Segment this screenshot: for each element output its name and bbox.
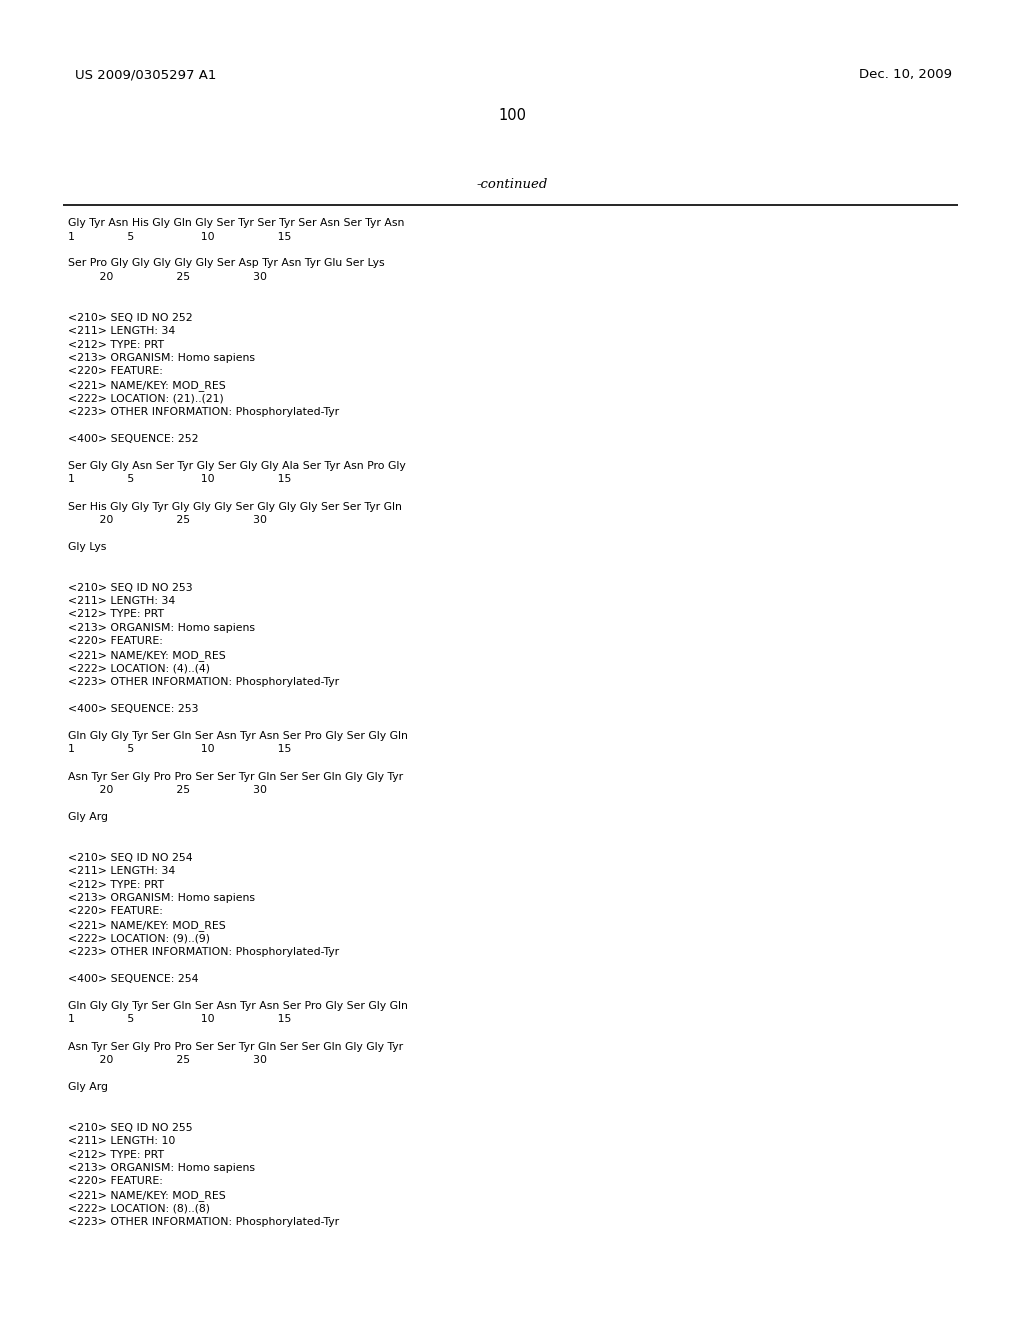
Text: <223> OTHER INFORMATION: Phosphorylated-Tyr: <223> OTHER INFORMATION: Phosphorylated-… [68, 407, 339, 417]
Text: <400> SEQUENCE: 253: <400> SEQUENCE: 253 [68, 704, 199, 714]
Text: <212> TYPE: PRT: <212> TYPE: PRT [68, 339, 164, 350]
Text: <212> TYPE: PRT: <212> TYPE: PRT [68, 1150, 164, 1159]
Text: <212> TYPE: PRT: <212> TYPE: PRT [68, 879, 164, 890]
Text: <213> ORGANISM: Homo sapiens: <213> ORGANISM: Homo sapiens [68, 623, 255, 634]
Text: <211> LENGTH: 10: <211> LENGTH: 10 [68, 1137, 175, 1146]
Text: 20                  25                  30: 20 25 30 [68, 515, 267, 525]
Text: <223> OTHER INFORMATION: Phosphorylated-Tyr: <223> OTHER INFORMATION: Phosphorylated-… [68, 677, 339, 686]
Text: 20                  25                  30: 20 25 30 [68, 272, 267, 282]
Text: <210> SEQ ID NO 255: <210> SEQ ID NO 255 [68, 1122, 193, 1133]
Text: <223> OTHER INFORMATION: Phosphorylated-Tyr: <223> OTHER INFORMATION: Phosphorylated-… [68, 1217, 339, 1228]
Text: Ser His Gly Gly Tyr Gly Gly Gly Ser Gly Gly Gly Ser Ser Tyr Gln: Ser His Gly Gly Tyr Gly Gly Gly Ser Gly … [68, 502, 401, 511]
Text: <220> FEATURE:: <220> FEATURE: [68, 907, 163, 916]
Text: 1               5                   10                  15: 1 5 10 15 [68, 231, 292, 242]
Text: <222> LOCATION: (21)..(21): <222> LOCATION: (21)..(21) [68, 393, 224, 404]
Text: US 2009/0305297 A1: US 2009/0305297 A1 [75, 69, 216, 81]
Text: <210> SEQ ID NO 254: <210> SEQ ID NO 254 [68, 853, 193, 862]
Text: <221> NAME/KEY: MOD_RES: <221> NAME/KEY: MOD_RES [68, 649, 225, 661]
Text: <221> NAME/KEY: MOD_RES: <221> NAME/KEY: MOD_RES [68, 920, 225, 931]
Text: <210> SEQ ID NO 253: <210> SEQ ID NO 253 [68, 582, 193, 593]
Text: <221> NAME/KEY: MOD_RES: <221> NAME/KEY: MOD_RES [68, 1191, 225, 1201]
Text: <223> OTHER INFORMATION: Phosphorylated-Tyr: <223> OTHER INFORMATION: Phosphorylated-… [68, 946, 339, 957]
Text: 1               5                   10                  15: 1 5 10 15 [68, 744, 292, 755]
Text: Dec. 10, 2009: Dec. 10, 2009 [859, 69, 952, 81]
Text: 20                  25                  30: 20 25 30 [68, 785, 267, 795]
Text: <400> SEQUENCE: 254: <400> SEQUENCE: 254 [68, 974, 199, 983]
Text: <400> SEQUENCE: 252: <400> SEQUENCE: 252 [68, 434, 199, 444]
Text: Gln Gly Gly Tyr Ser Gln Ser Asn Tyr Asn Ser Pro Gly Ser Gly Gln: Gln Gly Gly Tyr Ser Gln Ser Asn Tyr Asn … [68, 1001, 408, 1011]
Text: 1               5                   10                  15: 1 5 10 15 [68, 1015, 292, 1024]
Text: Gly Arg: Gly Arg [68, 1082, 108, 1092]
Text: <213> ORGANISM: Homo sapiens: <213> ORGANISM: Homo sapiens [68, 352, 255, 363]
Text: <222> LOCATION: (9)..(9): <222> LOCATION: (9)..(9) [68, 933, 210, 944]
Text: <213> ORGANISM: Homo sapiens: <213> ORGANISM: Homo sapiens [68, 894, 255, 903]
Text: 20                  25                  30: 20 25 30 [68, 1055, 267, 1065]
Text: <211> LENGTH: 34: <211> LENGTH: 34 [68, 597, 175, 606]
Text: <222> LOCATION: (4)..(4): <222> LOCATION: (4)..(4) [68, 664, 210, 673]
Text: <221> NAME/KEY: MOD_RES: <221> NAME/KEY: MOD_RES [68, 380, 225, 391]
Text: 1               5                   10                  15: 1 5 10 15 [68, 474, 292, 484]
Text: Gln Gly Gly Tyr Ser Gln Ser Asn Tyr Asn Ser Pro Gly Ser Gly Gln: Gln Gly Gly Tyr Ser Gln Ser Asn Tyr Asn … [68, 731, 408, 741]
Text: <212> TYPE: PRT: <212> TYPE: PRT [68, 610, 164, 619]
Text: Asn Tyr Ser Gly Pro Pro Ser Ser Tyr Gln Ser Ser Gln Gly Gly Tyr: Asn Tyr Ser Gly Pro Pro Ser Ser Tyr Gln … [68, 771, 403, 781]
Text: <213> ORGANISM: Homo sapiens: <213> ORGANISM: Homo sapiens [68, 1163, 255, 1173]
Text: Asn Tyr Ser Gly Pro Pro Ser Ser Tyr Gln Ser Ser Gln Gly Gly Tyr: Asn Tyr Ser Gly Pro Pro Ser Ser Tyr Gln … [68, 1041, 403, 1052]
Text: Gly Tyr Asn His Gly Gln Gly Ser Tyr Ser Tyr Ser Asn Ser Tyr Asn: Gly Tyr Asn His Gly Gln Gly Ser Tyr Ser … [68, 218, 404, 228]
Text: <210> SEQ ID NO 252: <210> SEQ ID NO 252 [68, 313, 193, 322]
Text: <211> LENGTH: 34: <211> LENGTH: 34 [68, 326, 175, 337]
Text: Ser Gly Gly Asn Ser Tyr Gly Ser Gly Gly Ala Ser Tyr Asn Pro Gly: Ser Gly Gly Asn Ser Tyr Gly Ser Gly Gly … [68, 461, 406, 471]
Text: Ser Pro Gly Gly Gly Gly Gly Ser Asp Tyr Asn Tyr Glu Ser Lys: Ser Pro Gly Gly Gly Gly Gly Ser Asp Tyr … [68, 259, 385, 268]
Text: Gly Arg: Gly Arg [68, 812, 108, 822]
Text: Gly Lys: Gly Lys [68, 543, 106, 552]
Text: -continued: -continued [476, 178, 548, 191]
Text: <220> FEATURE:: <220> FEATURE: [68, 1176, 163, 1187]
Text: <211> LENGTH: 34: <211> LENGTH: 34 [68, 866, 175, 876]
Text: <220> FEATURE:: <220> FEATURE: [68, 367, 163, 376]
Text: <220> FEATURE:: <220> FEATURE: [68, 636, 163, 647]
Text: 100: 100 [498, 108, 526, 123]
Text: <222> LOCATION: (8)..(8): <222> LOCATION: (8)..(8) [68, 1204, 210, 1213]
